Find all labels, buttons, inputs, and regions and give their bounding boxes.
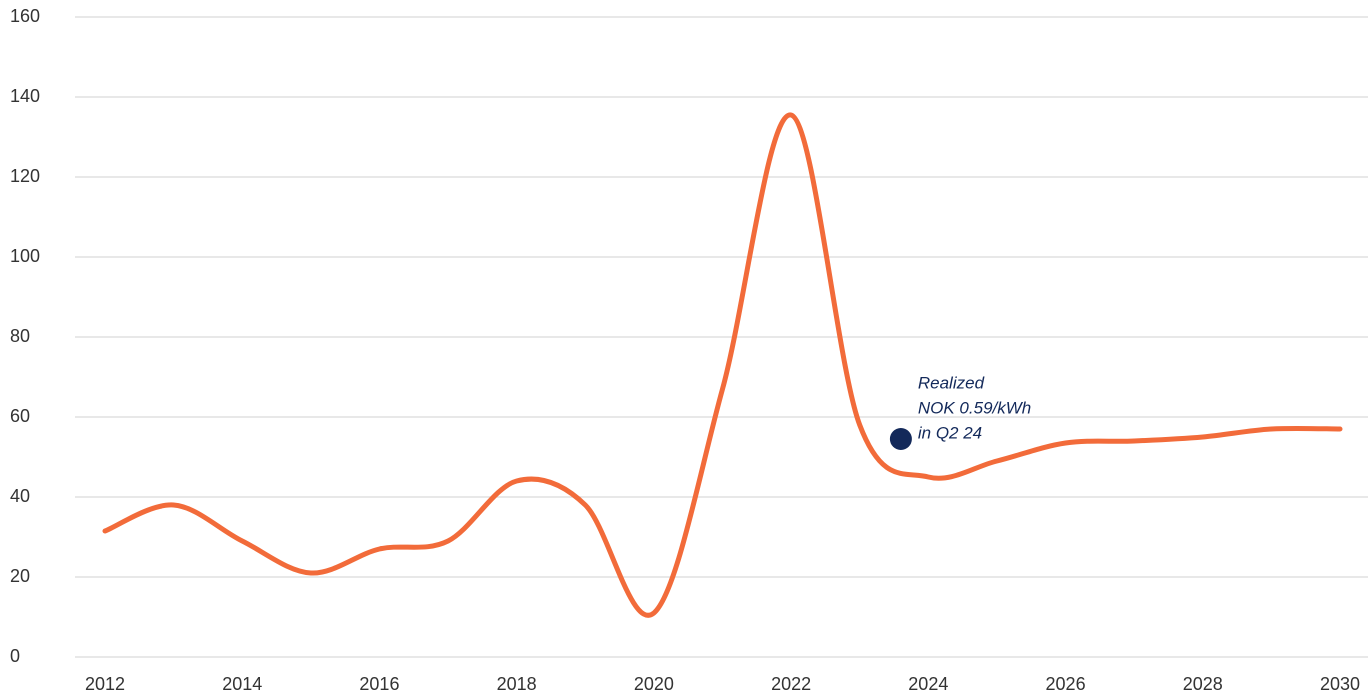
y-tick-label: 60 — [10, 406, 30, 426]
y-tick-label: 0 — [10, 646, 20, 666]
annotation-point — [889, 428, 912, 450]
y-tick-label: 160 — [10, 6, 40, 26]
x-tick-label: 2020 — [634, 674, 674, 694]
x-tick-label: 2014 — [222, 674, 262, 694]
x-tick-label: 2018 — [497, 674, 537, 694]
x-tick-label: 2022 — [771, 674, 811, 694]
y-tick-label: 140 — [10, 86, 40, 106]
x-tick-label: 2016 — [359, 674, 399, 694]
y-tick-label: 120 — [10, 166, 40, 186]
y-tick-label: 100 — [10, 246, 40, 266]
y-tick-label: 20 — [10, 566, 30, 586]
annotation-text: in Q2 24 — [918, 423, 982, 442]
y-tick-label: 80 — [10, 326, 30, 346]
annotation-text: NOK 0.59/kWh — [918, 398, 1031, 417]
x-tick-label: 2026 — [1046, 674, 1086, 694]
annotation-text: Realized — [918, 373, 985, 392]
x-tick-label: 2030 — [1320, 674, 1360, 694]
y-tick-label: 40 — [10, 486, 30, 506]
line — [102, 112, 1343, 618]
x-tick-label: 2024 — [908, 674, 948, 694]
x-tick-label: 2012 — [85, 674, 125, 694]
x-tick-label: 2028 — [1183, 674, 1223, 694]
